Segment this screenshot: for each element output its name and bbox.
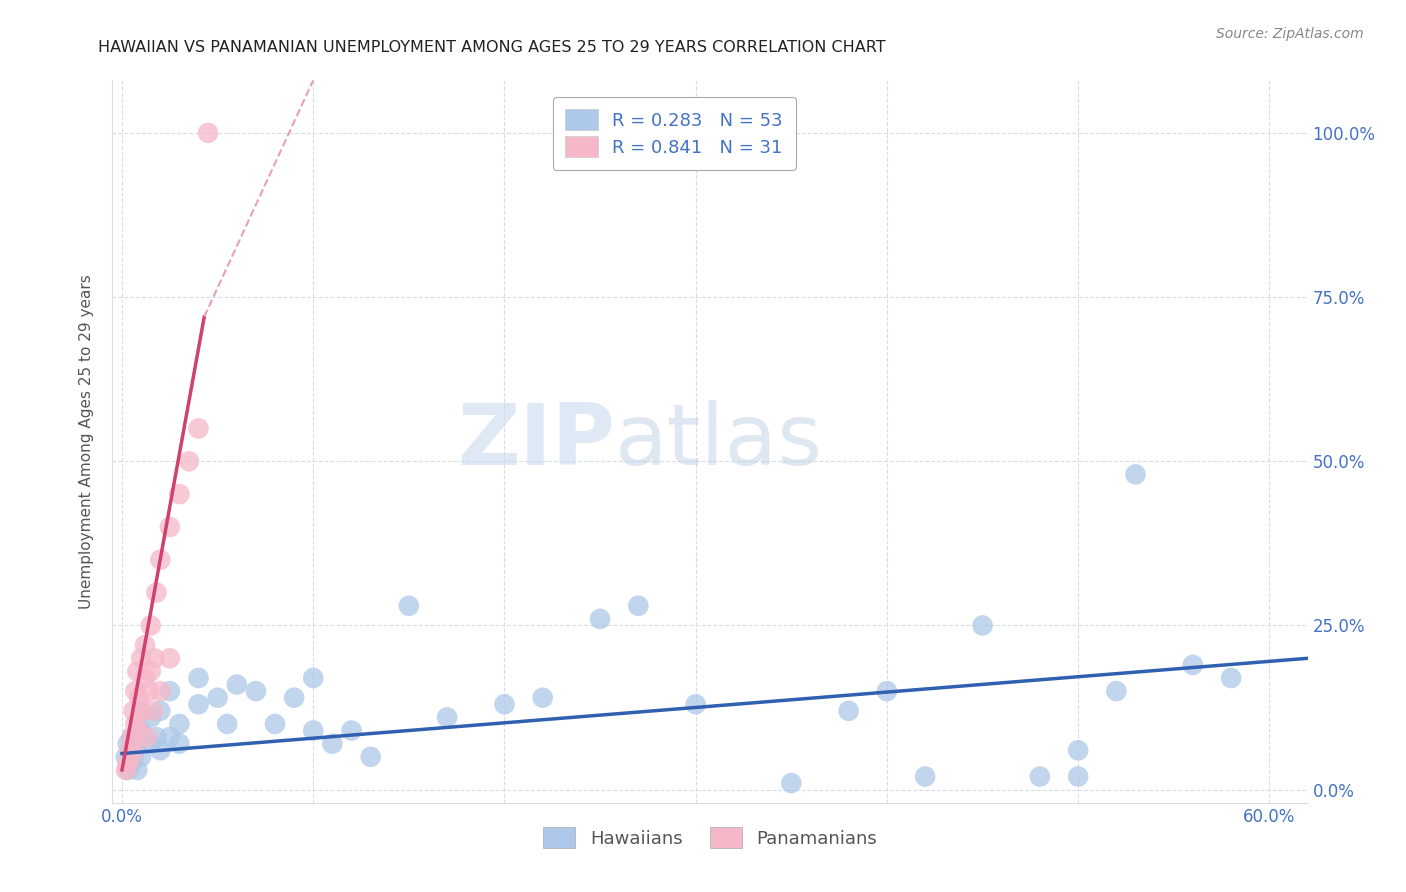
Point	[149, 743, 172, 757]
Point	[972, 618, 994, 632]
Point	[135, 730, 157, 744]
Point	[187, 421, 209, 435]
Point	[187, 698, 209, 712]
Point	[914, 770, 936, 784]
Point	[128, 690, 150, 705]
Point	[122, 737, 145, 751]
Point	[121, 756, 143, 771]
Point	[118, 743, 141, 757]
Point	[129, 704, 152, 718]
Point	[207, 690, 229, 705]
Point	[360, 749, 382, 764]
Point	[340, 723, 363, 738]
Point	[838, 704, 860, 718]
Point	[145, 585, 167, 599]
Point	[139, 710, 162, 724]
Point	[436, 710, 458, 724]
Point	[115, 749, 138, 764]
Point	[124, 743, 146, 757]
Point	[124, 717, 146, 731]
Text: ZIP: ZIP	[457, 400, 614, 483]
Point	[117, 737, 139, 751]
Point	[1067, 770, 1090, 784]
Point	[149, 684, 172, 698]
Point	[139, 737, 162, 751]
Point	[494, 698, 516, 712]
Y-axis label: Unemployment Among Ages 25 to 29 years: Unemployment Among Ages 25 to 29 years	[79, 274, 94, 609]
Point	[138, 684, 160, 698]
Point	[121, 749, 143, 764]
Text: HAWAIIAN VS PANAMANIAN UNEMPLOYMENT AMONG AGES 25 TO 29 YEARS CORRELATION CHART: HAWAIIAN VS PANAMANIAN UNEMPLOYMENT AMON…	[98, 40, 886, 55]
Point	[145, 730, 167, 744]
Point	[159, 684, 181, 698]
Point	[129, 723, 152, 738]
Point	[225, 677, 247, 691]
Point	[122, 749, 145, 764]
Point	[127, 763, 149, 777]
Point	[302, 671, 325, 685]
Point	[627, 599, 650, 613]
Point	[149, 553, 172, 567]
Point	[1067, 743, 1090, 757]
Point	[117, 763, 139, 777]
Point	[187, 671, 209, 685]
Point	[169, 487, 191, 501]
Point	[302, 723, 325, 738]
Point	[117, 756, 139, 771]
Point	[159, 730, 181, 744]
Point	[124, 684, 146, 698]
Point	[139, 665, 162, 679]
Point	[129, 749, 152, 764]
Point	[1220, 671, 1243, 685]
Point	[197, 126, 219, 140]
Point	[264, 717, 287, 731]
Point	[1125, 467, 1147, 482]
Point	[134, 671, 156, 685]
Point	[127, 665, 149, 679]
Point	[129, 651, 152, 665]
Point	[134, 638, 156, 652]
Point	[780, 776, 803, 790]
Point	[283, 690, 305, 705]
Point	[129, 704, 152, 718]
Point	[169, 717, 191, 731]
Point	[245, 684, 267, 698]
Point	[159, 520, 181, 534]
Point	[321, 737, 343, 751]
Point	[1029, 770, 1052, 784]
Point	[115, 763, 138, 777]
Point	[142, 704, 165, 718]
Legend: Hawaiians, Panamanians: Hawaiians, Panamanians	[531, 816, 889, 859]
Point	[685, 698, 707, 712]
Point	[127, 730, 149, 744]
Point	[876, 684, 898, 698]
Point	[121, 730, 143, 744]
Point	[1105, 684, 1128, 698]
Point	[121, 730, 143, 744]
Point	[398, 599, 420, 613]
Text: Source: ZipAtlas.com: Source: ZipAtlas.com	[1216, 27, 1364, 41]
Point	[149, 704, 172, 718]
Point	[159, 651, 181, 665]
Point	[127, 723, 149, 738]
Point	[589, 612, 612, 626]
Point	[1181, 657, 1204, 672]
Point	[531, 690, 554, 705]
Point	[143, 651, 166, 665]
Point	[122, 704, 145, 718]
Point	[177, 454, 200, 468]
Point	[169, 737, 191, 751]
Point	[217, 717, 239, 731]
Text: atlas: atlas	[614, 400, 823, 483]
Point	[139, 618, 162, 632]
